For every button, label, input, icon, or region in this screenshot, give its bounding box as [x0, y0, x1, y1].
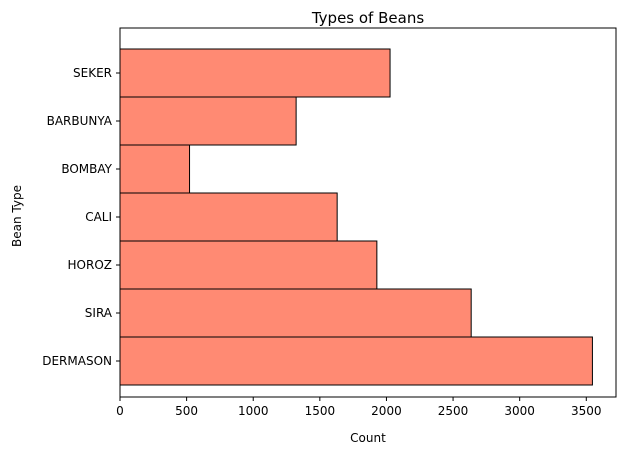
chart-title: Types of Beans	[311, 9, 424, 27]
y-tick-label: DERMASON	[42, 354, 112, 368]
y-tick-label: SEKER	[73, 66, 112, 80]
x-tick-label: 2500	[438, 404, 469, 418]
bars-group	[119, 48, 593, 386]
y-tick-label: SIRA	[85, 306, 113, 320]
x-tick-label: 2000	[371, 404, 402, 418]
y-tick-label: CALI	[85, 210, 112, 224]
x-tick-label: 0	[116, 404, 124, 418]
y-tick-label: BARBUNYA	[47, 114, 113, 128]
y-tick-label: HOROZ	[68, 258, 112, 272]
bar-bombay	[119, 144, 191, 194]
x-tick-label: 3500	[571, 404, 602, 418]
bar-horoz	[119, 240, 378, 290]
x-axis-label: Count	[350, 431, 386, 445]
x-axis-ticks: 0 500 1000 1500 2000 2500 3000 3500	[116, 397, 602, 418]
x-tick-label: 500	[175, 404, 198, 418]
y-tick-label: BOMBAY	[61, 162, 112, 176]
x-tick-label: 1500	[305, 404, 336, 418]
bar-sira	[119, 288, 472, 338]
bar-cali	[119, 192, 338, 242]
bar-dermason	[119, 336, 593, 386]
y-axis-label: Bean Type	[10, 185, 24, 247]
plot-frame	[119, 27, 617, 398]
x-tick-label: 1000	[238, 404, 269, 418]
y-axis-ticks: SEKER BARBUNYA BOMBAY CALI HOROZ SIRA DERMASON	[42, 66, 120, 368]
x-tick-label: 3000	[504, 404, 535, 418]
bar-barbunya	[119, 96, 297, 146]
bar-seker	[119, 48, 391, 98]
